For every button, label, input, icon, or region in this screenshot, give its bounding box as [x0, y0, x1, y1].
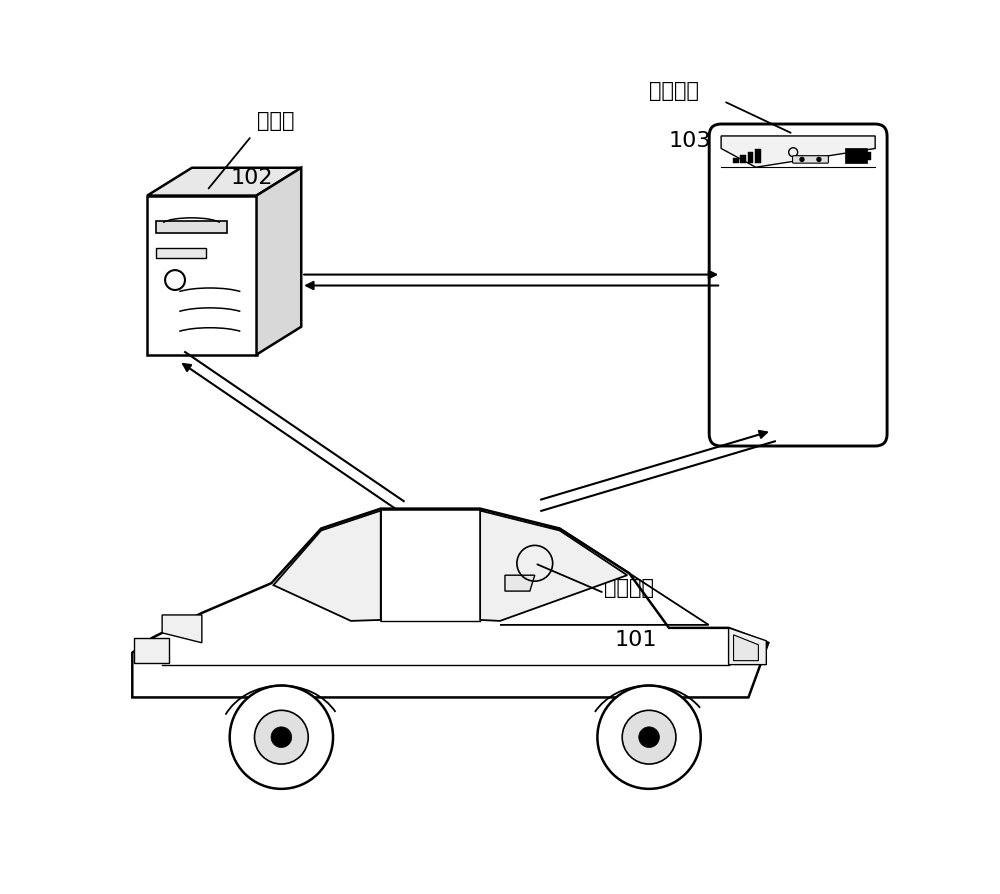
- Polygon shape: [729, 628, 766, 664]
- Polygon shape: [734, 635, 758, 661]
- Text: 102: 102: [230, 168, 273, 188]
- Text: 103: 103: [669, 131, 711, 151]
- Bar: [755, 149, 761, 164]
- Bar: [748, 152, 753, 164]
- Polygon shape: [505, 575, 535, 591]
- Circle shape: [230, 686, 333, 789]
- Polygon shape: [721, 136, 875, 167]
- Bar: [156, 222, 227, 233]
- Circle shape: [254, 711, 308, 764]
- Polygon shape: [132, 509, 768, 697]
- Polygon shape: [147, 168, 301, 196]
- Text: 101: 101: [614, 630, 657, 650]
- Bar: [867, 152, 871, 159]
- Polygon shape: [480, 510, 627, 621]
- Circle shape: [639, 727, 659, 747]
- Circle shape: [597, 686, 701, 789]
- Circle shape: [271, 727, 292, 747]
- Text: 服务器: 服务器: [257, 111, 294, 131]
- Bar: [134, 637, 169, 662]
- Circle shape: [622, 711, 676, 764]
- Polygon shape: [162, 615, 202, 643]
- Circle shape: [817, 157, 821, 162]
- Text: 车载终端: 车载终端: [604, 578, 654, 598]
- Text: 用户终端: 用户终端: [649, 81, 699, 101]
- Polygon shape: [273, 510, 381, 621]
- Bar: [740, 155, 746, 164]
- Bar: [733, 158, 739, 164]
- Bar: [156, 249, 206, 258]
- FancyBboxPatch shape: [793, 156, 828, 163]
- Polygon shape: [257, 168, 301, 355]
- Bar: [845, 148, 867, 164]
- FancyBboxPatch shape: [709, 124, 887, 446]
- Polygon shape: [147, 196, 257, 355]
- Circle shape: [800, 157, 804, 162]
